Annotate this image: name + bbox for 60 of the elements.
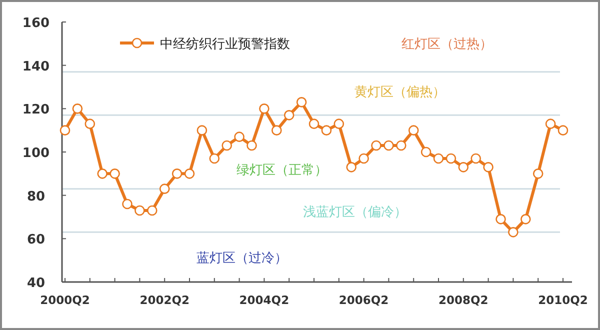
point <box>234 132 244 142</box>
point <box>172 168 182 179</box>
point <box>184 168 195 179</box>
point <box>346 162 356 172</box>
x-tick-label: 2006Q2 <box>338 293 389 307</box>
point <box>496 214 506 224</box>
point <box>321 125 332 136</box>
x-tick-label: 2010Q2 <box>538 293 588 307</box>
point <box>308 118 320 129</box>
point <box>520 214 531 224</box>
point <box>284 110 294 120</box>
point <box>259 104 270 114</box>
point <box>408 125 419 136</box>
point <box>97 168 108 179</box>
y-tick-label: 160 <box>22 16 50 31</box>
point <box>334 118 344 129</box>
point <box>545 118 556 129</box>
point <box>508 227 518 238</box>
y-tick-label: 60 <box>26 232 46 248</box>
point <box>446 153 456 164</box>
point <box>532 168 544 179</box>
point <box>433 153 444 164</box>
point <box>470 153 481 164</box>
annotation: 浅蓝灯区（偏冷） <box>303 205 407 220</box>
point <box>296 97 307 108</box>
point <box>84 118 96 129</box>
point <box>134 205 145 216</box>
point <box>72 104 83 114</box>
point <box>246 140 257 151</box>
x-tick-label: 2002Q2 <box>140 293 190 307</box>
point <box>196 125 208 136</box>
legend-label: 中经纺织行业预警指数 <box>160 37 290 52</box>
point <box>558 125 568 136</box>
x-tick-label: 2004Q2 <box>239 293 290 307</box>
x-tick-label: 2008Q2 <box>438 293 488 307</box>
y-tick-label: 40 <box>26 276 46 291</box>
annotation: 黄灯区（偏热） <box>354 85 446 100</box>
point <box>371 140 382 151</box>
x-tick-label: 2000Q2 <box>40 293 90 307</box>
y-tick-label: 120 <box>22 102 50 118</box>
point <box>222 140 232 151</box>
point <box>272 125 282 136</box>
point <box>420 146 432 158</box>
point <box>110 168 120 179</box>
point <box>483 162 494 172</box>
annotation: 绿灯区（正常） <box>236 163 328 178</box>
annotation: 红灯区（过热） <box>402 37 492 52</box>
point <box>122 198 132 210</box>
point <box>147 205 158 216</box>
point <box>209 153 220 164</box>
annotation: 蓝灯区（过冷） <box>196 251 288 266</box>
point <box>60 125 70 136</box>
point <box>159 184 170 194</box>
point <box>396 140 406 151</box>
point <box>458 162 469 172</box>
point <box>358 153 369 164</box>
y-tick-label: 80 <box>26 189 46 204</box>
point <box>384 140 394 151</box>
y-tick-label: 140 <box>22 59 50 74</box>
y-tick-label: 100 <box>22 146 50 161</box>
